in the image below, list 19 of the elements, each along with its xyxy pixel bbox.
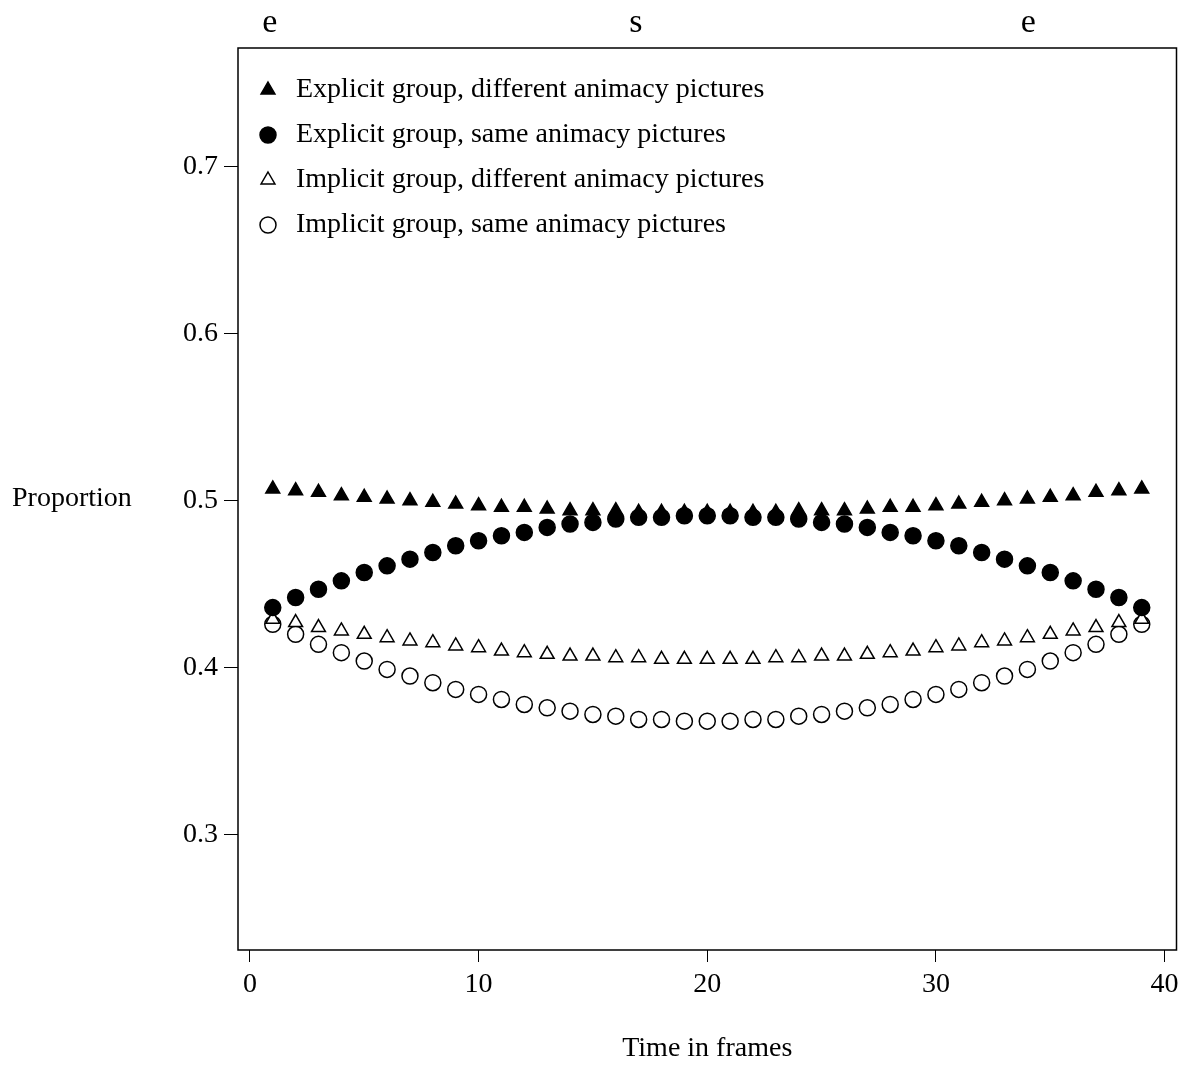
- x-tick-label: 40: [1150, 967, 1179, 999]
- legend-label: Explicit group, different animacy pictures: [296, 72, 765, 104]
- y-tick-label: 0.6: [183, 315, 218, 347]
- y-tick-label: 0.7: [183, 148, 218, 180]
- y-tick-label: 0.3: [183, 817, 218, 849]
- text: s: [629, 1, 643, 39]
- legend-label: Implicit group, same animacy pictures: [296, 207, 726, 239]
- x-tick-label: 0: [242, 967, 257, 999]
- x-tick-label: 10: [464, 967, 493, 999]
- x-axis-title: Time in frames: [622, 1030, 793, 1062]
- x-tick-label: 20: [693, 967, 722, 999]
- text: e: [262, 1, 278, 39]
- text: e: [1020, 1, 1036, 39]
- legend-label: Explicit group, same animacy pictures: [296, 117, 726, 149]
- legend-label: Implicit group, different animacy pictures: [296, 162, 765, 194]
- y-tick-label: 0.5: [183, 483, 218, 515]
- y-tick-label: 0.4: [183, 650, 218, 682]
- y-axis-title: Proportion: [12, 481, 132, 513]
- x-tick-label: 30: [921, 967, 950, 999]
